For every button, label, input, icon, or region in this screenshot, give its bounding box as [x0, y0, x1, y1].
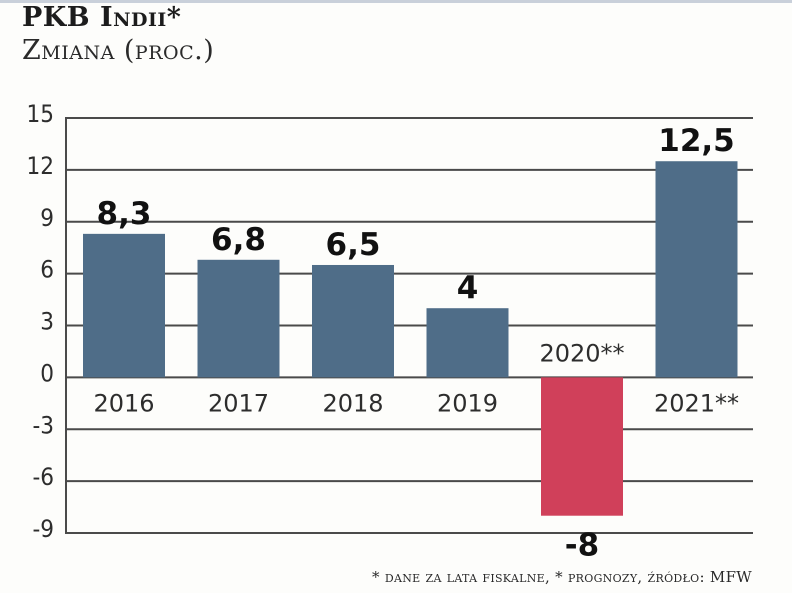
top-border [0, 0, 792, 3]
y-tick-label: 3 [40, 308, 54, 336]
source-footnote: * dane za lata fiskalne, * prognozy, źró… [371, 568, 752, 586]
category-label: 2019 [437, 389, 498, 417]
bar-2017 [197, 259, 280, 378]
bar-2019 [426, 308, 509, 378]
bar-2020 [541, 377, 623, 516]
bars [83, 161, 738, 516]
value-label: -8 [565, 528, 599, 564]
gridlines [66, 117, 753, 534]
category-label: 2017 [208, 389, 269, 417]
category-label: 2016 [93, 389, 154, 417]
category-labels: 2016 2017 2018 2019 2020** 2021** [93, 339, 739, 417]
category-label: 2020** [539, 339, 624, 367]
value-label: 4 [457, 270, 479, 306]
value-label: 12,5 [658, 123, 735, 159]
y-tick-label: 0 [40, 359, 54, 387]
value-label: 6,5 [326, 227, 381, 263]
chart-title: PKB Indii* [22, 2, 182, 33]
category-label: 2021** [654, 389, 739, 417]
y-tick-label: -6 [32, 463, 54, 491]
y-tick-label: -3 [32, 411, 54, 439]
y-tick-label: 6 [40, 256, 54, 284]
bar-2018 [312, 264, 394, 378]
y-tick-label: -9 [32, 515, 54, 543]
category-label: 2018 [322, 389, 383, 417]
value-labels: 8,3 6,8 6,5 4 -8 12,5 [97, 123, 735, 563]
bar-2021 [655, 161, 738, 378]
y-tick-label: 15 [27, 100, 54, 128]
y-tick-label: 12 [27, 152, 54, 180]
value-label: 6,8 [211, 222, 266, 258]
bar-2016 [83, 233, 165, 378]
y-tick-label: 9 [40, 204, 54, 232]
chart-subtitle: Zmiana (proc.) [22, 35, 215, 66]
value-label: 8,3 [97, 196, 152, 232]
y-axis-ticks: 15 12 9 6 3 0 -3 -6 -9 [27, 100, 54, 543]
